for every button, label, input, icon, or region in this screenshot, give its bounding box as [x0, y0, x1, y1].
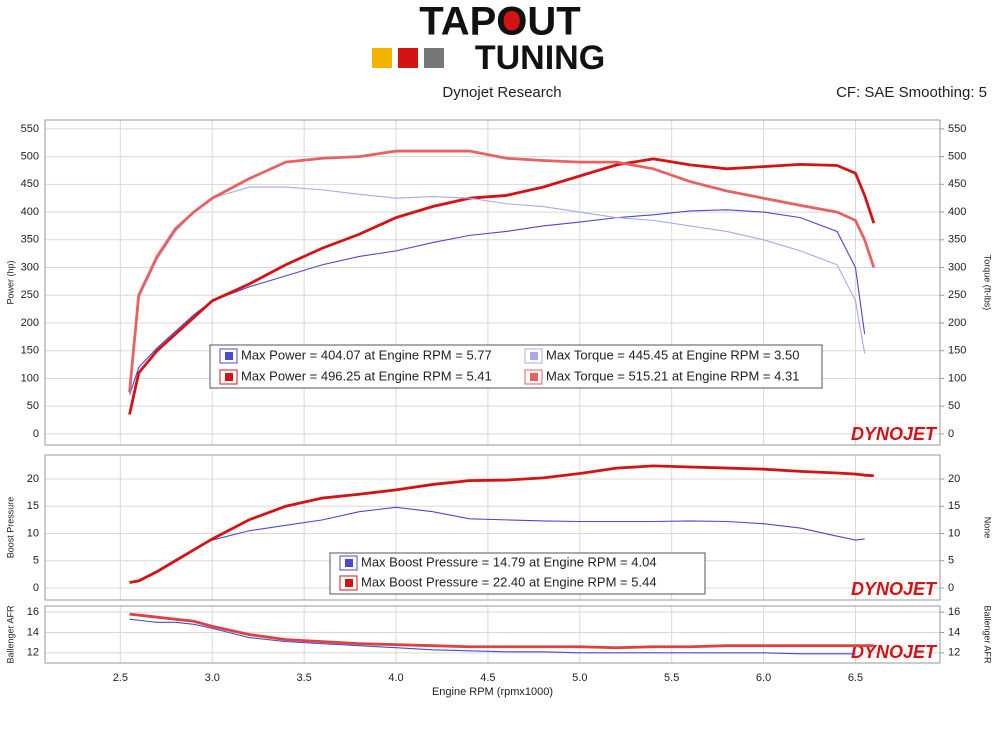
legend-box	[209, 344, 823, 389]
y-axis-label: Power (hp)	[5, 260, 15, 304]
x-tick-label: 3.0	[205, 672, 220, 684]
x-tick-label: 2.5	[113, 672, 128, 684]
y-tick-label: 300	[21, 261, 39, 273]
y2-axis-label: None	[983, 517, 993, 539]
legend-swatch	[345, 559, 353, 567]
y2-tick-label: 15	[948, 500, 960, 512]
legend-label: Max Torque = 445.45 at Engine RPM = 3.50	[546, 347, 799, 362]
y-axis-label: Ballenger AFR	[5, 605, 15, 664]
x-tick-label: 4.0	[388, 672, 403, 684]
y2-tick-label: 12	[948, 647, 960, 659]
y-tick-label: 20	[27, 473, 39, 485]
x-tick-label: 4.5	[480, 672, 495, 684]
y-tick-label: 100	[21, 372, 39, 384]
y2-tick-label: 10	[948, 527, 960, 539]
y2-tick-label: 150	[948, 345, 966, 357]
logo-top: TAPOUT	[419, 0, 580, 44]
y2-axis-label: Torque (ft-lbs)	[983, 255, 993, 311]
y2-tick-label: 450	[948, 178, 966, 190]
y2-tick-label: 250	[948, 289, 966, 301]
watermark: DYNOJET	[851, 579, 938, 599]
legend-swatch	[530, 373, 538, 381]
y-tick-label: 350	[21, 234, 39, 246]
legend-label: Max Boost Pressure = 22.40 at Engine RPM…	[361, 574, 657, 589]
series-line	[128, 149, 876, 393]
series-line	[129, 618, 856, 655]
logo-bar	[372, 48, 392, 68]
y2-tick-label: 50	[948, 400, 960, 412]
series-line	[128, 157, 876, 415]
y2-axis-label: Ballenger AFR	[983, 605, 993, 664]
logo-turbo	[499, 9, 525, 35]
y2-tick-label: 500	[948, 151, 966, 163]
y-tick-label: 10	[27, 527, 39, 539]
y-tick-label: 550	[21, 123, 39, 135]
legend-label: Max Torque = 515.21 at Engine RPM = 4.31	[546, 368, 799, 383]
y2-tick-label: 200	[948, 317, 966, 329]
y-tick-label: 16	[27, 606, 39, 618]
logo-bar	[398, 48, 418, 68]
y-tick-label: 50	[27, 400, 39, 412]
y-tick-label: 5	[33, 555, 39, 567]
plot-border	[44, 119, 941, 446]
x-tick-label: 3.5	[296, 672, 311, 684]
x-tick-label: 6.0	[756, 672, 771, 684]
y2-tick-label: 20	[948, 473, 960, 485]
legend-label: Max Power = 496.25 at Engine RPM = 5.41	[241, 368, 492, 383]
legend-label: Max Power = 404.07 at Engine RPM = 5.77	[241, 347, 492, 362]
y2-tick-label: 100	[948, 372, 966, 384]
header-right: CF: SAE Smoothing: 5	[836, 84, 987, 101]
y-tick-label: 200	[21, 317, 39, 329]
y2-tick-label: 550	[948, 123, 966, 135]
series-line	[129, 612, 874, 650]
y-tick-label: 0	[33, 428, 39, 440]
legend-swatch	[345, 579, 353, 587]
plot-border	[44, 605, 941, 664]
watermark: DYNOJET	[851, 424, 938, 444]
legend-box	[329, 552, 706, 595]
plot-border	[44, 454, 941, 601]
plot-area	[45, 120, 940, 445]
y2-tick-label: 350	[948, 234, 966, 246]
y2-tick-label: 14	[948, 626, 960, 638]
plot-area	[45, 606, 940, 663]
y2-tick-label: 0	[948, 428, 954, 440]
logo-bottom: TUNING	[475, 39, 605, 77]
legend-label: Max Boost Pressure = 14.79 at Engine RPM…	[361, 554, 657, 569]
y-tick-label: 400	[21, 206, 39, 218]
legend-swatch	[225, 373, 233, 381]
y2-tick-label: 16	[948, 606, 960, 618]
y2-tick-label: 0	[948, 582, 954, 594]
x-axis-label: Engine RPM (rpmx1000)	[432, 686, 553, 698]
y-tick-label: 450	[21, 178, 39, 190]
header-left: Dynojet Research	[442, 84, 561, 101]
logo-bar	[424, 48, 444, 68]
y-tick-label: 0	[33, 582, 39, 594]
legend-swatch	[530, 352, 538, 360]
y-axis-label: Boost Pressure	[5, 497, 15, 559]
x-tick-label: 5.0	[572, 672, 587, 684]
y-tick-label: 15	[27, 500, 39, 512]
y-tick-label: 12	[27, 647, 39, 659]
y2-tick-label: 300	[948, 261, 966, 273]
series-line	[129, 464, 874, 584]
y-tick-label: 14	[27, 626, 39, 638]
x-tick-label: 6.5	[848, 672, 863, 684]
legend-swatch	[225, 352, 233, 360]
y-tick-label: 250	[21, 289, 39, 301]
y-tick-label: 500	[21, 151, 39, 163]
series-line	[129, 209, 866, 396]
y2-tick-label: 5	[948, 555, 954, 567]
y2-tick-label: 400	[948, 206, 966, 218]
x-tick-label: 5.5	[664, 672, 679, 684]
y-tick-label: 150	[21, 345, 39, 357]
